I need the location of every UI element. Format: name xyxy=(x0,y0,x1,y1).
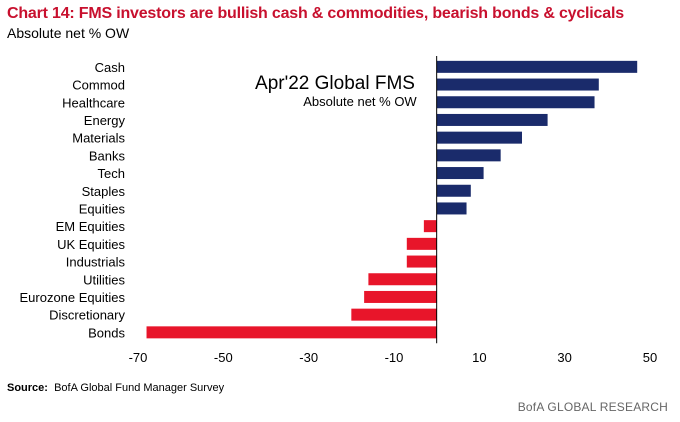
x-tick-label: -30 xyxy=(299,350,318,365)
category-label: Discretionary xyxy=(49,308,125,323)
bar-chart: Cash Commod Healthcare Energy Materials Banks… xyxy=(19,56,658,365)
bar-commod xyxy=(436,78,599,91)
source-label: Source: xyxy=(7,382,48,394)
x-tick-label: 10 xyxy=(472,350,486,365)
x-tick-label: 50 xyxy=(643,350,657,365)
chart-title: Chart 14: FMS investors are bullish cash… xyxy=(7,5,624,22)
category-label: Bonds xyxy=(88,325,125,340)
bar-discretionary xyxy=(351,308,437,321)
category-label: UK Equities xyxy=(57,237,125,252)
bar-eurozone-equities xyxy=(364,290,437,303)
bar-materials xyxy=(436,131,522,144)
bar-uk-equities xyxy=(406,237,437,250)
category-label: Tech xyxy=(98,166,125,181)
category-label: Cash xyxy=(95,60,125,75)
x-tick-labels: -70 -50 -30 -10 10 30 50 xyxy=(129,350,658,365)
bar-staples xyxy=(436,184,471,197)
category-label: Banks xyxy=(89,148,126,163)
category-label: Utilities xyxy=(83,272,125,287)
bar-em-equities xyxy=(423,220,437,233)
bar-industrials xyxy=(406,255,437,268)
bar-cash xyxy=(436,60,638,73)
bar-bonds xyxy=(146,326,437,339)
source-text: BofA Global Fund Manager Survey xyxy=(54,382,225,394)
bars-group xyxy=(146,60,638,339)
bar-energy xyxy=(436,113,548,126)
category-label: Energy xyxy=(84,113,126,128)
x-tick-label: -70 xyxy=(129,350,148,365)
annotation-subtitle: Absolute net % OW xyxy=(303,94,417,109)
chart-subtitle: Absolute net % OW xyxy=(7,25,130,41)
bar-tech xyxy=(436,167,484,180)
brand-footer: BofA GLOBAL RESEARCH xyxy=(517,400,668,414)
annotation-title: Apr'22 Global FMS xyxy=(255,73,415,94)
category-labels: Cash Commod Healthcare Energy Materials Banks… xyxy=(19,60,125,341)
category-label: Eurozone Equities xyxy=(19,290,125,305)
category-label: Equities xyxy=(79,201,126,216)
source-note: Source: BofA Global Fund Manager Survey xyxy=(7,382,224,394)
x-tick-label: -50 xyxy=(214,350,233,365)
bar-equities xyxy=(436,202,467,215)
x-tick-label: -10 xyxy=(385,350,404,365)
bar-healthcare xyxy=(436,96,595,109)
category-label: EM Equities xyxy=(56,219,126,234)
bar-banks xyxy=(436,149,501,162)
bar-utilities xyxy=(368,273,437,286)
category-label: Healthcare xyxy=(62,95,125,110)
category-label: Materials xyxy=(72,131,125,146)
category-label: Staples xyxy=(82,184,126,199)
category-label: Commod xyxy=(72,78,125,93)
x-tick-label: 30 xyxy=(557,350,571,365)
category-label: Industrials xyxy=(66,255,126,270)
